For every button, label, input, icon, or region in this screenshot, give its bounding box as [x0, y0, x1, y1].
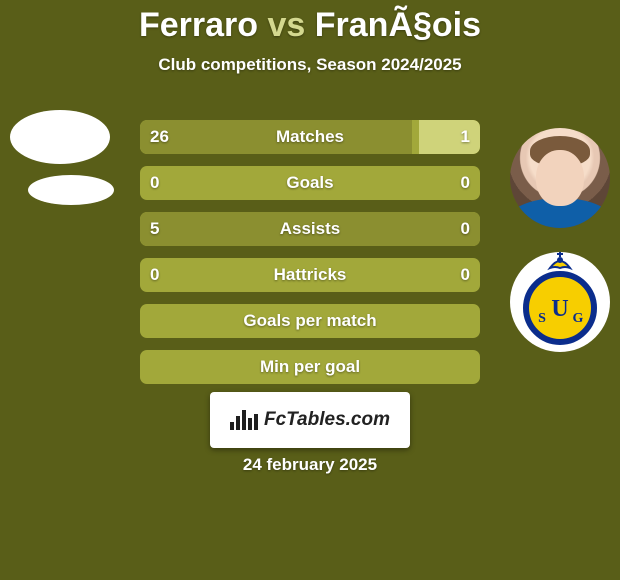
- stat-bar: 261Matches: [140, 120, 480, 154]
- player-left-club-logo: [28, 175, 114, 205]
- stat-label: Goals per match: [140, 304, 480, 338]
- date-label: 24 february 2025: [0, 455, 620, 475]
- player-right-avatar: [510, 128, 610, 228]
- stat-bar: 00Goals: [140, 166, 480, 200]
- player-left-avatar: [10, 110, 110, 164]
- player-right-club-logo: U S G: [510, 252, 610, 352]
- stat-label: Matches: [140, 120, 480, 154]
- title-left: Ferraro: [139, 6, 258, 44]
- stat-label: Goals: [140, 166, 480, 200]
- stat-bar: Goals per match: [140, 304, 480, 338]
- fctables-badge: FcTables.com: [210, 392, 410, 448]
- stat-bar: 50Assists: [140, 212, 480, 246]
- svg-text:U: U: [551, 296, 568, 322]
- stat-label: Min per goal: [140, 350, 480, 384]
- page-title: Ferraro vs FranÃ§ois: [0, 0, 620, 45]
- stat-bar: 00Hattricks: [140, 258, 480, 292]
- title-vs: vs: [267, 6, 305, 44]
- svg-text:S: S: [538, 311, 546, 326]
- fctables-label: FcTables.com: [264, 409, 390, 431]
- fctables-logo-icon: [230, 410, 258, 430]
- stats-list: 261Matches 00Goals 50Assists 00Hattricks Goa…: [140, 120, 480, 384]
- subtitle: Club competitions, Season 2024/2025: [0, 55, 620, 75]
- stat-bar: Min per goal: [140, 350, 480, 384]
- stat-label: Hattricks: [140, 258, 480, 292]
- title-right: FranÃ§ois: [315, 6, 481, 44]
- stat-label: Assists: [140, 212, 480, 246]
- svg-text:G: G: [573, 311, 584, 326]
